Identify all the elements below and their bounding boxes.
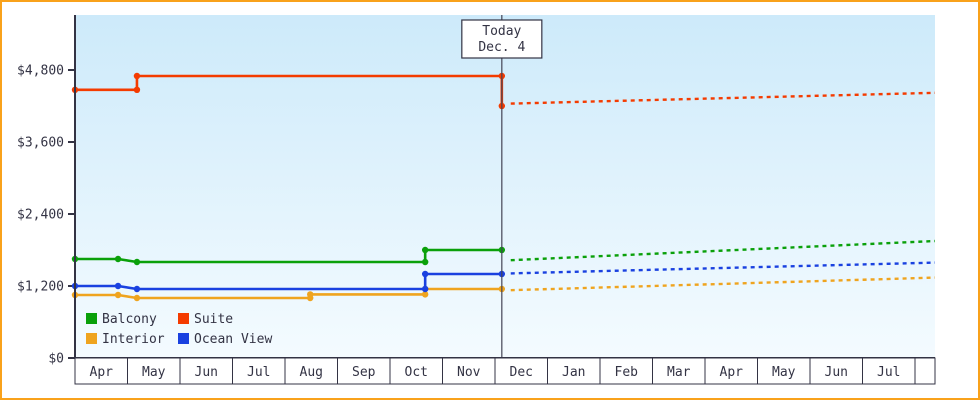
month-label: Apr [720,365,744,380]
y-tick-label: $3,600 [17,136,64,151]
month-label: Dec [510,365,533,380]
series-marker-suite [133,86,141,94]
month-cell [494,357,548,385]
series-marker-interior [307,291,314,298]
month-label: Nov [457,365,481,380]
series-marker-interior [421,291,429,298]
legend-label-suite: Suite [194,312,233,327]
series-marker-interior [133,294,141,302]
month-cell [599,357,653,385]
legend-swatch-balcony [86,313,97,324]
series-marker-balcony [114,255,122,263]
legend-swatch-interior [86,333,97,344]
series-forecast-ocean-view [510,261,935,275]
month-label: Jan [562,365,585,380]
month-label: Mar [667,365,691,380]
series-marker-ocean-view [421,270,429,278]
month-cell [704,357,758,385]
month-label: Sep [352,365,376,380]
y-axis-labels: $0 $1,200 $2,400 $3,600 $4,800 [17,64,75,367]
x-axis-months: Apr May Jun Jul Aug Sep Oct Nov Dec Jan Feb Mar Apr M… [74,357,936,385]
month-cell [389,357,443,385]
legend-swatch-suite [178,313,189,324]
month-cell [232,357,286,385]
y-tick-label: $2,400 [17,208,64,223]
month-cell [337,357,391,385]
legend-label-ocean-view: Ocean View [194,332,272,347]
month-label: Aug [300,365,323,380]
series-forecast-balcony [510,239,936,262]
series-forecast-interior [510,276,935,292]
month-cell [757,357,811,385]
month-label: Feb [615,365,639,380]
series-marker-ocean-view [133,285,141,293]
month-label: Apr [90,365,114,380]
month-cell [179,357,233,385]
today-box-line2: Dec. 4 [478,40,525,55]
month-cell [547,357,601,385]
series-marker-balcony [421,258,429,266]
today-box-border [461,19,543,59]
y-tick-label: $4,800 [17,64,64,79]
y-tick-label: $1,200 [17,280,64,295]
month-cell [127,357,181,385]
month-label: Oct [405,365,428,380]
month-label: May [772,365,796,380]
today-label-box: Today Dec. 4 [461,19,543,59]
month-cell-partial [914,357,936,385]
today-box-line1: Today [482,24,521,39]
series-marker-ocean-view [421,285,429,293]
legend-label-balcony: Balcony [102,312,157,327]
y-tick-label: $0 [48,352,64,367]
month-cell [652,357,706,385]
legend-label-interior: Interior [102,332,165,347]
month-label: Jun [195,365,218,380]
month-cell [284,357,338,385]
series-marker-suite [133,72,141,80]
month-label: Jun [825,365,848,380]
series-marker-balcony [421,246,429,254]
month-label: Jul [247,365,270,380]
series-marker-balcony [133,258,141,266]
legend-swatch-ocean-view [178,333,189,344]
month-cell [74,357,128,385]
month-label: May [142,365,166,380]
series-line-ocean-view [75,272,502,291]
series-marker-ocean-view [114,282,122,290]
series-marker-interior [114,291,122,299]
month-label: Jul [877,365,900,380]
plot-area [75,15,935,358]
series-forecast-suite [510,91,935,105]
legend: Balcony Suite Interior Ocean View [86,312,272,347]
series-line-balcony [75,248,502,264]
